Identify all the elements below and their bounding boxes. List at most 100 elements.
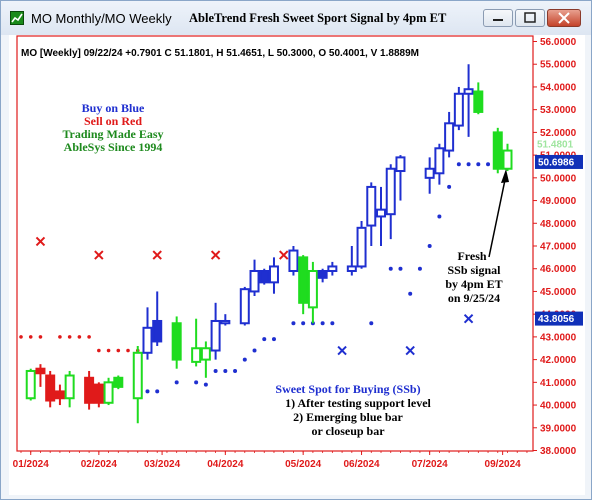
- price-bar-body: [84, 376, 95, 404]
- red-x-mark: [210, 250, 221, 260]
- y-tick-label: 55.0000: [540, 60, 577, 71]
- price-bar-body: [93, 383, 104, 404]
- x-axis: 01/2024 02/2024 03/2024 04/2024 05/2024 06/20…: [13, 451, 528, 470]
- legend-buy-on-blue: Buy on Blue: [82, 101, 145, 115]
- fresh-line-3: by 4pm ET: [445, 277, 502, 291]
- price-bar-body: [444, 122, 455, 152]
- fresh-signal-arrow: [488, 174, 507, 258]
- price-bar-body: [463, 88, 474, 95]
- price-bar-body: [239, 288, 250, 325]
- title-bar[interactable]: MO Monthly/MO Weekly AbleTrend Fresh Swe…: [1, 1, 591, 35]
- close-button[interactable]: [547, 9, 581, 27]
- current-price-label: 50.6986: [538, 157, 575, 168]
- blue-trend-dot: [242, 357, 247, 362]
- maximize-icon: [524, 12, 536, 23]
- blue-x-mark: [337, 345, 347, 356]
- legend-ablesys: AbleSys Since 1994: [64, 140, 163, 154]
- sweet-spot-title: Sweet Spot for Buying (SSb): [275, 382, 420, 396]
- maximize-button[interactable]: [515, 9, 545, 27]
- blue-trend-dot: [291, 321, 296, 326]
- legend-trading-made-easy: Trading Made Easy: [62, 127, 163, 141]
- y-tick-label: 46.0000: [540, 264, 577, 275]
- price-bar-body: [45, 374, 56, 402]
- price-bars: [25, 64, 513, 424]
- y-tick-label: 48.0000: [540, 219, 577, 230]
- x-tick-label: 03/2024: [144, 459, 181, 470]
- price-bar-body: [288, 249, 299, 272]
- y-tick-label: 39.0000: [540, 423, 577, 434]
- blue-trend-dot: [271, 337, 276, 342]
- price-bar-body: [453, 92, 464, 127]
- price-bar-body: [220, 319, 231, 325]
- price-bar-body: [502, 149, 513, 170]
- blue-trend-dot: [408, 291, 413, 296]
- x-tick-label: 07/2024: [412, 459, 449, 470]
- info-line: MO [Weekly] 09/22/24 +0.7901 C 51.1801, …: [21, 48, 419, 59]
- blue-trend-dot: [301, 321, 306, 326]
- price-bar-body: [64, 374, 75, 400]
- blue-trend-dot: [456, 162, 461, 167]
- price-bar-body: [298, 256, 309, 304]
- ghost-price-label: 51.4801: [537, 140, 574, 151]
- red-x-mark: [35, 236, 46, 247]
- fresh-signal-annotation: Fresh SSb signal by 4pm ET on 9/25/24: [445, 249, 502, 305]
- x-tick-label: 05/2024: [285, 459, 322, 470]
- sweet-spot-rule-3: or closeup bar: [311, 424, 385, 438]
- price-bar-body: [35, 367, 46, 375]
- red-trend-dot: [126, 348, 130, 353]
- chart-area[interactable]: 38.0000 39.0000 40.0000 41.0000 42.0000 43.00…: [9, 35, 585, 495]
- arrow-head-icon: [501, 169, 509, 183]
- chart-app-icon: [10, 11, 24, 25]
- minimize-button[interactable]: [483, 9, 513, 27]
- y-tick-label: 45.0000: [540, 287, 577, 298]
- support-price-tag: [535, 311, 583, 326]
- blue-trend-dot: [223, 368, 228, 373]
- price-bar-body: [356, 226, 367, 268]
- price-bar-body: [132, 351, 143, 400]
- price-bar-body: [307, 269, 318, 309]
- blue-trend-dot: [233, 368, 238, 373]
- plot-frame: [16, 35, 534, 452]
- red-trend-dot: [97, 348, 101, 353]
- price-bar-body: [366, 185, 377, 227]
- red-trend-dot: [116, 348, 121, 353]
- price-bar-body: [103, 381, 114, 404]
- price-bar-body: [317, 269, 328, 279]
- legend-sell-on-red: Sell on Red: [84, 114, 142, 128]
- red-x-mark: [94, 250, 104, 260]
- y-tick-label: 53.0000: [540, 105, 577, 116]
- blue-x-mark: [405, 345, 415, 356]
- y-tick-label: 50.0000: [540, 173, 577, 184]
- fresh-line-4: on 9/25/24: [448, 291, 500, 305]
- blue-trend-dot: [174, 380, 179, 385]
- blue-trend-dot: [486, 162, 491, 167]
- red-x-mark: [279, 250, 289, 260]
- blue-trend-dot: [417, 266, 422, 271]
- window-title: MO Monthly/MO Weekly: [31, 11, 172, 26]
- red-trend-dot: [19, 335, 23, 339]
- price-chart[interactable]: 38.0000 39.0000 40.0000 41.0000 42.0000 43.00…: [9, 35, 585, 495]
- price-bar-body: [191, 347, 202, 363]
- red-x-mark: [152, 250, 162, 260]
- price-bar-body: [492, 131, 503, 170]
- y-tick-label: 54.0000: [540, 82, 577, 93]
- price-bar-body: [346, 265, 357, 272]
- red-trend-dot: [58, 335, 62, 339]
- y-tick-label: 56.0000: [540, 37, 577, 48]
- price-bar-body: [259, 269, 270, 284]
- blue-trend-dot: [437, 214, 442, 219]
- blue-trend-dot: [447, 184, 452, 189]
- y-tick-label: 42.0000: [540, 355, 577, 366]
- price-bar-body: [142, 326, 153, 354]
- blue-trend-dot: [369, 321, 374, 326]
- price-bar-body: [385, 167, 396, 216]
- red-trend-dot: [87, 335, 91, 339]
- blue-trend-dot: [213, 368, 218, 373]
- price-bar-body: [434, 147, 445, 175]
- price-tags: 51.4801 50.6986 43.8056: [535, 140, 583, 326]
- current-price-tag: [535, 154, 583, 169]
- price-bar-body: [152, 319, 163, 343]
- y-tick-label: 43.0000: [540, 332, 577, 343]
- support-price-label: 43.8056: [538, 314, 575, 325]
